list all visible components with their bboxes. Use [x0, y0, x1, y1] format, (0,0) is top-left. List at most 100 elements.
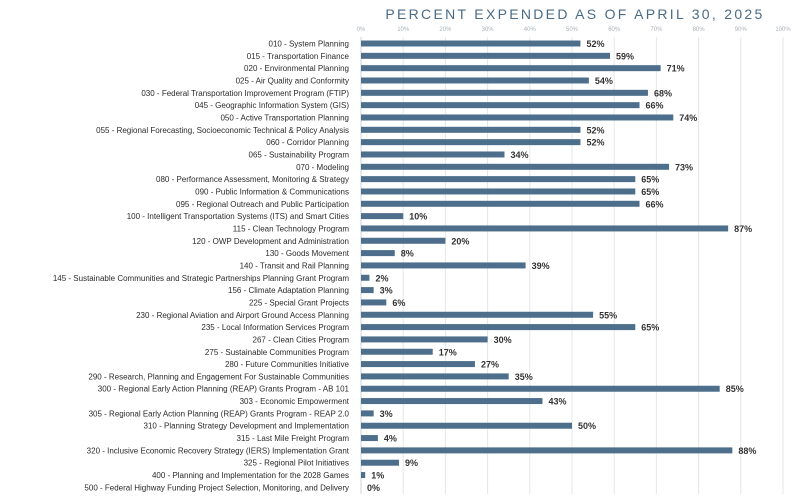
value-label: 20% — [451, 236, 469, 246]
value-label: 65% — [641, 323, 659, 333]
value-label: 3% — [380, 286, 393, 296]
category-label: 065 - Sustainability Program — [249, 150, 350, 159]
bar — [361, 274, 370, 281]
value-label: 87% — [734, 224, 752, 234]
gridlines — [360, 37, 784, 494]
category-label: 070 - Modeling — [296, 163, 349, 172]
value-labels: 52% 59% 71% 54% 68% 66% 74% 52% 52% 34% 73% 65% 65% 6… — [367, 39, 756, 493]
value-label: 50% — [578, 421, 596, 431]
x-tick-label: 60% — [608, 27, 621, 33]
x-tick-label: 10% — [397, 27, 410, 33]
category-labels: 010 - System Planning 015 - Transportatio… — [53, 40, 350, 493]
category-label: 015 - Transportation Finance — [247, 52, 350, 61]
bar — [361, 200, 640, 207]
value-label: 35% — [515, 372, 533, 382]
value-label: 85% — [726, 384, 744, 394]
bar — [361, 89, 648, 96]
bar — [361, 102, 640, 109]
value-label: 30% — [494, 335, 512, 345]
bar — [361, 126, 581, 133]
value-label: 68% — [654, 88, 672, 98]
category-label: 303 - Economic Empowerment — [240, 397, 350, 406]
category-label: 400 - Planning and Implementation for th… — [152, 471, 349, 480]
category-label: 500 - Federal Highway Funding Project Se… — [84, 483, 349, 492]
value-label: 39% — [532, 261, 550, 271]
x-tick-label: 20% — [439, 27, 452, 33]
category-label: 320 - Inclusive Economic Recovery Strate… — [87, 446, 350, 455]
value-label: 66% — [646, 199, 664, 209]
bar — [361, 163, 670, 170]
bar — [361, 472, 366, 479]
bar — [361, 447, 733, 454]
bar — [361, 373, 509, 380]
value-label: 88% — [738, 446, 756, 456]
bar — [361, 287, 374, 294]
bar — [361, 361, 475, 368]
category-label: 145 - Sustainable Communities and Strate… — [53, 274, 349, 283]
value-label: 59% — [616, 51, 634, 61]
x-tick-label: 90% — [735, 27, 748, 33]
category-label: 090 - Public Information & Communication… — [195, 187, 349, 196]
bar — [361, 459, 399, 466]
value-label: 52% — [586, 39, 604, 49]
bar — [361, 299, 387, 306]
category-label: 140 - Transit and Rail Planning — [240, 261, 349, 270]
category-label: 055 - Regional Forecasting, Socioeconomi… — [96, 126, 349, 135]
bar — [361, 188, 636, 195]
value-label: 74% — [679, 113, 697, 123]
bar — [361, 176, 636, 183]
category-label: 130 - Goods Movement — [265, 249, 349, 258]
value-label: 9% — [405, 458, 418, 468]
bar — [361, 151, 505, 158]
bar — [361, 311, 594, 318]
category-label: 120 - OWP Development and Administration — [192, 237, 349, 246]
bar — [361, 262, 526, 269]
value-label: 71% — [667, 64, 685, 74]
value-label: 0% — [367, 483, 380, 493]
value-label: 65% — [641, 187, 659, 197]
bar — [361, 40, 581, 47]
bar — [361, 422, 572, 429]
category-label: 305 - Regional Early Action Planning (RE… — [89, 409, 350, 418]
category-label: 050 - Active Transportation Planning — [220, 113, 349, 122]
category-label: 020 - Environmental Planning — [244, 64, 349, 73]
value-label: 6% — [392, 298, 405, 308]
value-label: 1% — [371, 471, 384, 481]
category-label: 290 - Research, Planning and Engagement … — [88, 372, 349, 381]
x-tick-label: 100% — [775, 27, 791, 33]
x-axis-ticks: 0% 10% 20% 30% 40% 50% 60% 70% 80% 90% 100% — [357, 27, 792, 33]
bar — [361, 398, 543, 405]
value-label: 43% — [548, 397, 566, 407]
bar — [361, 336, 488, 343]
value-label: 55% — [599, 310, 617, 320]
x-tick-label: 80% — [693, 27, 706, 33]
category-label: 310 - Planning Strategy Development and … — [144, 422, 349, 431]
bar — [361, 324, 636, 331]
category-label: 060 - Corridor Planning — [266, 138, 349, 147]
chart-title: PERCENT EXPENDED AS OF APRIL 30, 2025 — [385, 6, 764, 22]
x-tick-label: 40% — [524, 27, 537, 33]
x-tick-label: 50% — [566, 27, 579, 33]
category-label: 100 - Intelligent Transportation Systems… — [127, 212, 349, 221]
category-label: 045 - Geographic Information System (GIS… — [195, 101, 350, 110]
category-label: 225 - Special Grant Projects — [249, 298, 349, 307]
category-label: 080 - Performance Assessment, Monitoring… — [156, 175, 349, 184]
category-label: 315 - Last Mile Freight Program — [237, 434, 350, 443]
bar — [361, 385, 720, 392]
value-label: 34% — [510, 150, 528, 160]
category-label: 325 - Regional Pilot Initiatives — [244, 459, 349, 468]
x-tick-label: 30% — [482, 27, 495, 33]
bar — [361, 77, 589, 84]
category-label: 010 - System Planning — [269, 40, 350, 49]
category-label: 156 - Climate Adaptation Planning — [228, 286, 349, 295]
bar — [361, 225, 729, 232]
bar — [361, 213, 404, 220]
value-label: 8% — [401, 249, 414, 259]
bar — [361, 114, 674, 121]
category-label: 235 - Local Information Services Program — [201, 323, 349, 332]
category-label: 095 - Regional Outreach and Public Parti… — [176, 200, 349, 209]
bar — [361, 435, 378, 442]
x-tick-label: 0% — [357, 27, 366, 33]
value-label: 10% — [409, 212, 427, 222]
